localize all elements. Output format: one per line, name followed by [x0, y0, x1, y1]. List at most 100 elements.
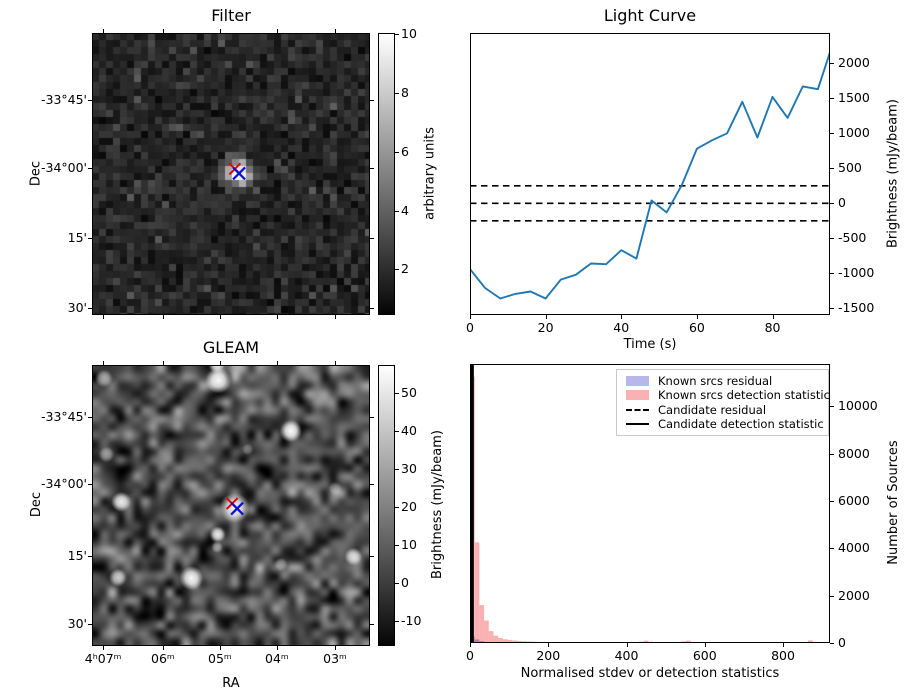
light-curve-ytick-label: -1500 — [838, 300, 875, 316]
tick-mark — [88, 308, 92, 310]
tick-mark — [219, 29, 221, 33]
tick-mark — [830, 98, 834, 100]
tick-mark — [830, 406, 834, 408]
tick-mark — [830, 308, 834, 310]
tick-mark — [276, 315, 278, 319]
tick-mark — [334, 646, 336, 650]
tick-mark — [830, 595, 834, 597]
gleam-xtick-label: 4ʰ07ᵐ — [84, 651, 122, 666]
tick-mark — [830, 133, 834, 135]
hist-bar-detection — [808, 640, 813, 643]
light-curve-xlabel: Time (s) — [623, 337, 677, 352]
tick-mark — [334, 29, 336, 33]
hist-bar-detection — [516, 640, 522, 643]
hist-bar-detection — [686, 640, 691, 643]
gleam-ytick-label: -34°00' — [40, 475, 87, 491]
blue-cross-marker — [232, 166, 246, 181]
histogram-xtick-label: 400 — [614, 648, 639, 663]
light-curve-xtick-label: 20 — [537, 320, 554, 335]
tick-mark — [88, 416, 92, 418]
legend-entry: Known srcs detection statistic — [626, 388, 830, 402]
hist-bar-detection — [502, 639, 508, 643]
legend-entry: Known srcs residual — [626, 374, 819, 388]
legend-label: Known srcs detection statistic — [658, 388, 830, 403]
hist-bar-residual — [474, 639, 480, 643]
tick-mark — [395, 430, 399, 432]
histogram-ytick-label: 2000 — [838, 587, 870, 603]
hist-bar-detection — [498, 638, 503, 643]
gleam-colorbar — [378, 365, 395, 646]
gleam-ytick-label: -33°45' — [40, 408, 87, 424]
gleam-xtick-label: 03ᵐ — [323, 651, 347, 666]
colorbar-tick-label: 8 — [401, 85, 409, 101]
filter-title: Filter — [211, 6, 251, 25]
tick-mark — [103, 29, 105, 33]
tick-mark — [395, 210, 399, 212]
tick-mark — [334, 315, 336, 319]
tick-mark — [395, 582, 399, 584]
histogram-ytick-label: 6000 — [838, 492, 870, 508]
colorbar-tick-label: 20 — [401, 498, 417, 514]
gleam-markers-overlay — [92, 365, 370, 646]
light-curve-ytick-label: -1000 — [838, 265, 875, 281]
tick-mark — [162, 646, 164, 650]
histogram-panel — [470, 364, 830, 643]
histogram-xtick-label: 200 — [536, 648, 561, 663]
tick-mark — [370, 100, 374, 102]
light-curve-ytick-label: 0 — [838, 195, 846, 211]
tick-mark — [162, 361, 164, 365]
tick-mark — [830, 548, 834, 550]
tick-mark — [470, 315, 471, 319]
histogram-xlabel: Normalised stdev or detection statistics — [520, 666, 780, 681]
filter-ytick-label: -34°00' — [40, 160, 87, 176]
light-curve-ylabel: Brightness (mJy/beam) — [885, 99, 901, 248]
legend-label: Candidate detection statistic — [658, 416, 824, 431]
colorbar-tick-label: 6 — [401, 143, 409, 159]
colorbar-tick-label: 10 — [401, 536, 417, 552]
histogram-ytick-label: 0 — [838, 635, 846, 650]
tick-mark — [696, 315, 698, 319]
legend-swatch-solid-line — [626, 422, 649, 425]
light-curve-plot — [470, 33, 830, 315]
colorbar-tick-label: 50 — [401, 385, 417, 401]
histogram-legend: Known srcs residual Known srcs detection … — [616, 369, 830, 436]
tick-mark — [370, 416, 374, 418]
gleam-ylabel: Dec — [29, 491, 44, 518]
tick-mark — [370, 483, 374, 485]
tick-mark — [621, 315, 623, 319]
hist-bar-detection — [643, 640, 649, 643]
hist-bar-detection — [479, 605, 485, 643]
tick-mark — [548, 643, 550, 647]
tick-mark — [370, 238, 374, 240]
legend-swatch-dashed-line — [626, 408, 649, 411]
legend-swatch-patch — [626, 390, 649, 401]
tick-mark — [276, 29, 278, 33]
light-curve-ytick-label: -500 — [838, 230, 867, 246]
filter-ytick-label: 15' — [67, 230, 87, 246]
light-curve-xtick-label: 60 — [688, 320, 705, 335]
tick-mark — [830, 453, 834, 455]
gleam-ytick-label: 15' — [67, 547, 87, 563]
tick-mark — [162, 315, 164, 319]
tick-mark — [370, 308, 374, 310]
histogram-xtick-label: 600 — [692, 648, 717, 663]
light-curve-line — [470, 49, 830, 300]
tick-mark — [219, 361, 221, 365]
tick-mark — [395, 269, 399, 271]
tick-mark — [88, 624, 92, 626]
filter-colorbar-gradient — [379, 34, 394, 314]
gleam-xtick-label: 04ᵐ — [265, 651, 289, 666]
tick-mark — [704, 643, 706, 647]
hist-bar-detection — [474, 542, 480, 643]
colorbar-tick-label: 0 — [401, 574, 409, 590]
tick-mark — [470, 643, 471, 647]
colorbar-tick-label: -10 — [401, 612, 422, 628]
filter-ytick-label: 30' — [67, 300, 87, 316]
tick-mark — [103, 646, 105, 650]
filter-ytick-label: -33°45' — [40, 92, 87, 108]
histogram-ytick-label: 8000 — [838, 445, 870, 461]
tick-mark — [219, 315, 221, 319]
blue-cross-marker — [230, 501, 244, 516]
tick-mark — [395, 34, 399, 36]
